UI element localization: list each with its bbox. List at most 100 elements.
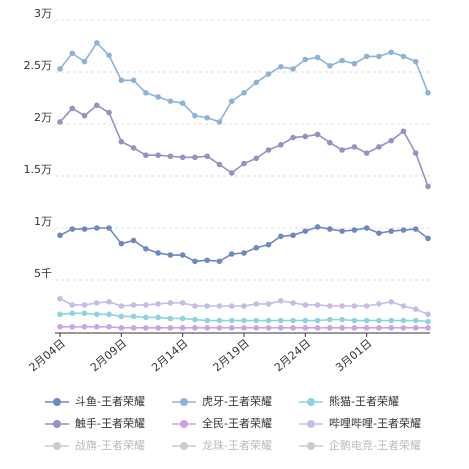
data-point [388,137,395,144]
data-point [290,325,296,331]
data-point [167,98,174,104]
data-point [118,138,125,145]
data-point [204,317,210,324]
data-point [155,325,161,331]
legend-label: 熊猫-王者荣耀 [329,394,399,408]
data-point [94,311,100,318]
data-point [425,311,431,318]
data-point [425,325,431,331]
data-point [57,295,63,302]
data-point [228,98,235,104]
data-point [400,128,407,135]
data-point [339,228,345,234]
data-point [351,144,358,150]
data-point [94,225,100,231]
legend-marker [53,442,61,450]
data-point [216,258,223,265]
legend-marker [307,398,315,406]
data-point [302,325,309,331]
data-point [351,60,358,67]
data-point [425,235,431,242]
data-point [253,244,260,251]
data-point [130,302,137,308]
data-point [155,250,161,256]
data-point [69,226,76,232]
data-point [81,302,88,308]
data-point [327,303,333,309]
data-point [388,299,395,305]
data-point [265,301,272,307]
legend-item[interactable]: 龙珠-王者荣耀 [172,438,272,452]
data-point [376,301,382,307]
x-tick-label: 2月04日 [27,337,68,375]
data-point [412,226,419,232]
data-point [81,226,88,232]
data-point [314,131,321,138]
data-point [167,300,174,306]
data-point [167,252,174,258]
data-point [400,317,407,324]
data-point [351,317,358,324]
x-tick-label: 2月24日 [272,337,313,375]
data-point [130,325,137,331]
data-point [253,79,260,86]
data-point [81,58,88,65]
data-point [118,240,125,247]
legend-item[interactable]: 企鹅电竞-王者荣耀 [299,438,421,452]
data-point [192,303,198,309]
legend-item[interactable]: 哔哩哔哩-王者荣耀 [299,417,421,430]
data-point [339,325,345,331]
data-point [327,62,333,69]
data-point [400,53,407,60]
legend-item[interactable]: 全民-王者荣耀 [172,416,272,430]
data-point [265,71,272,77]
data-point [94,324,100,330]
data-point [81,324,88,330]
data-point [351,227,358,233]
data-point [167,153,174,160]
y-tick-label: 1万 [34,215,52,228]
data-point [314,54,321,61]
legend-marker [180,398,188,406]
data-point [69,310,76,317]
legend-label: 哔哩哔哩-王者荣耀 [329,417,421,430]
data-point [412,306,419,312]
data-point [400,303,407,309]
data-point [363,53,370,60]
data-point [192,154,198,161]
x-tick-label: 3月01日 [333,337,374,375]
data-point [167,315,174,322]
data-point [400,227,407,233]
data-point [94,102,100,109]
data-point [204,257,210,264]
x-tick-label: 2月19日 [211,337,252,375]
data-point [241,250,247,256]
legend-label: 全民-王者荣耀 [202,416,272,430]
data-point [179,300,186,306]
data-point [69,50,76,57]
legend-item[interactable]: 战旗-王者荣耀 [45,438,145,452]
data-point [155,314,161,321]
legend-item[interactable]: 虎牙-王者荣耀 [172,395,272,408]
data-point [69,324,76,330]
data-point [400,325,407,331]
legend-label: 龙珠-王者荣耀 [202,438,272,452]
data-point [363,317,370,324]
legend-item[interactable]: 熊猫-王者荣耀 [299,394,399,408]
data-point [69,302,76,308]
data-point [265,241,272,248]
data-point [302,56,309,63]
data-point [179,154,186,161]
data-point [143,246,149,252]
data-point [278,233,284,240]
series-line [59,226,429,263]
x-tick-label: 2月14日 [149,337,190,375]
data-point [106,311,112,318]
data-point [278,317,284,324]
data-point [155,301,161,307]
data-point [57,232,63,239]
data-point [425,90,431,96]
legend-item[interactable]: 触手-王者荣耀 [45,416,145,430]
legend-item[interactable]: 斗鱼-王者荣耀 [45,394,145,408]
